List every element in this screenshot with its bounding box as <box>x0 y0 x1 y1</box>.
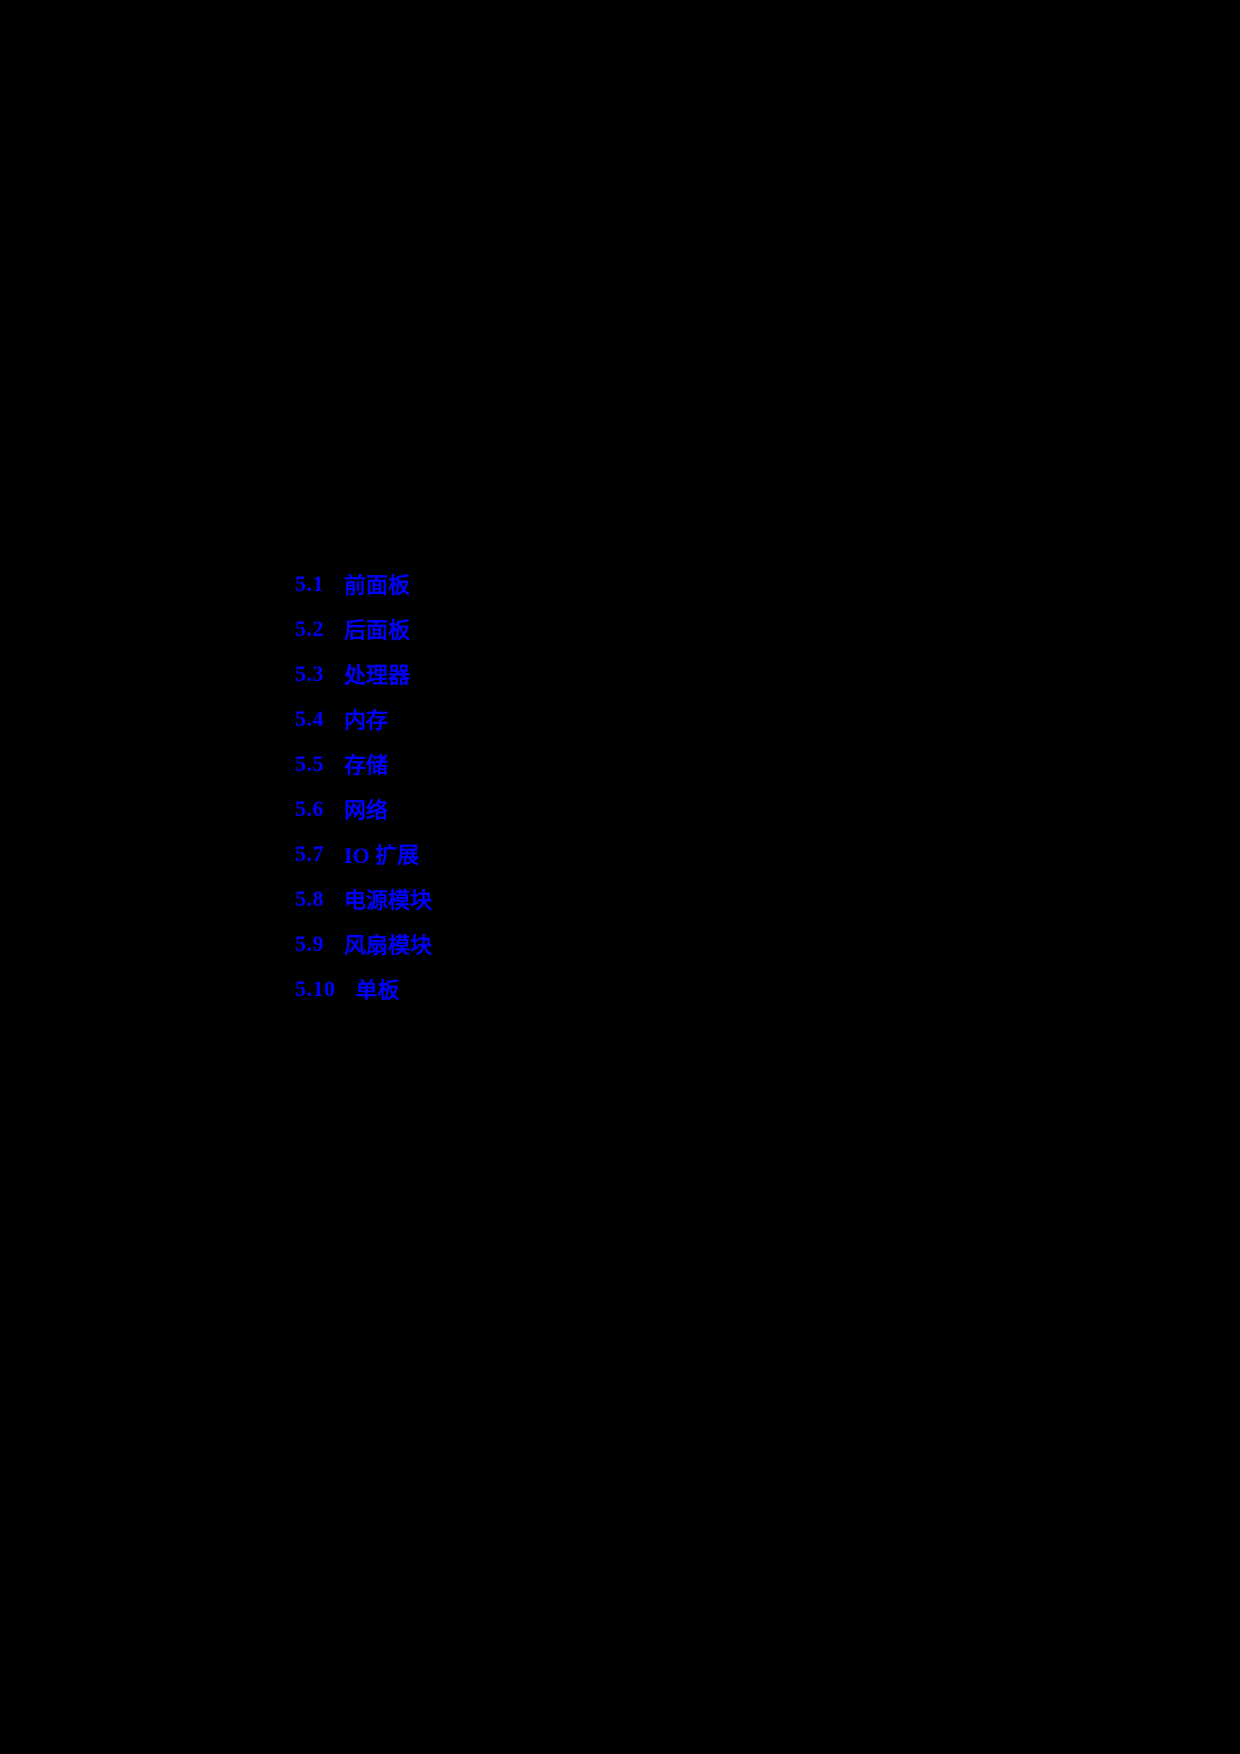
toc-entry-5-10[interactable]: 5.10 单板 <box>295 966 432 1011</box>
table-of-contents: 5.1 前面板 5.2 后面板 5.3 处理器 5.4 内存 5.5 存储 5.… <box>295 561 432 1011</box>
toc-entry-5-1[interactable]: 5.1 前面板 <box>295 561 432 606</box>
toc-entry-number: 5.2 <box>295 615 324 641</box>
toc-entry-5-4[interactable]: 5.4 内存 <box>295 696 432 741</box>
toc-entry-number: 5.8 <box>295 885 324 911</box>
toc-entry-5-9[interactable]: 5.9 风扇模块 <box>295 921 432 966</box>
toc-entry-title: 单板 <box>355 977 400 1003</box>
toc-entry-5-7[interactable]: 5.7 IO 扩展 <box>295 831 432 876</box>
toc-entry-5-3[interactable]: 5.3 处理器 <box>295 651 432 696</box>
toc-entry-title: 前面板 <box>344 572 411 598</box>
toc-entry-5-6[interactable]: 5.6 网络 <box>295 786 432 831</box>
toc-entry-number: 5.7 <box>295 840 324 866</box>
toc-entry-title: 存储 <box>344 752 389 778</box>
toc-entry-number: 5.5 <box>295 750 324 776</box>
toc-entry-number: 5.4 <box>295 705 324 731</box>
toc-entry-title: 后面板 <box>344 617 411 643</box>
toc-entry-5-8[interactable]: 5.8 电源模块 <box>295 876 432 921</box>
toc-entry-number: 5.10 <box>295 975 336 1001</box>
toc-entry-number: 5.3 <box>295 660 324 686</box>
toc-entry-number: 5.1 <box>295 570 324 596</box>
toc-entry-number: 5.6 <box>295 795 324 821</box>
toc-entry-title: 网络 <box>344 797 389 823</box>
toc-entry-number: 5.9 <box>295 930 324 956</box>
toc-entry-title: 内存 <box>344 707 389 733</box>
toc-entry-title: 风扇模块 <box>344 932 433 958</box>
toc-entry-title: IO 扩展 <box>344 842 420 868</box>
toc-entry-5-2[interactable]: 5.2 后面板 <box>295 606 432 651</box>
toc-entry-title: 电源模块 <box>344 887 433 913</box>
toc-entry-title: 处理器 <box>344 662 411 688</box>
toc-entry-5-5[interactable]: 5.5 存储 <box>295 741 432 786</box>
